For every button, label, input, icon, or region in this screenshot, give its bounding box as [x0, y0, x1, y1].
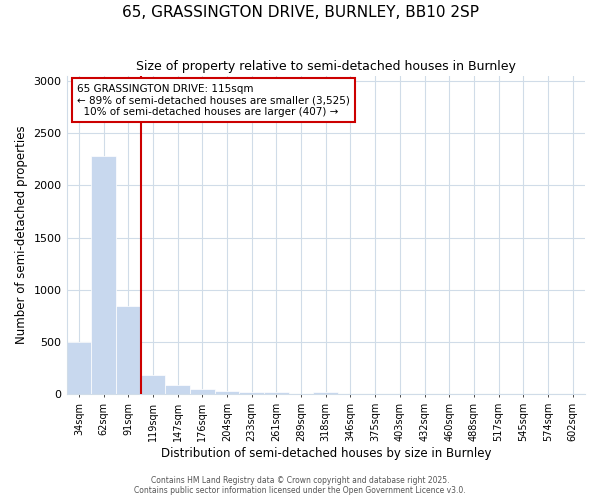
Bar	[91, 156, 116, 394]
Bar	[140, 374, 165, 394]
X-axis label: Distribution of semi-detached houses by size in Burnley: Distribution of semi-detached houses by …	[161, 447, 491, 460]
Text: 65 GRASSINGTON DRIVE: 115sqm
← 89% of semi-detached houses are smaller (3,525)
 : 65 GRASSINGTON DRIVE: 115sqm ← 89% of se…	[77, 84, 350, 116]
Bar	[239, 392, 264, 394]
Title: Size of property relative to semi-detached houses in Burnley: Size of property relative to semi-detach…	[136, 60, 516, 73]
Bar	[313, 392, 338, 394]
Bar	[67, 342, 91, 394]
Bar	[116, 306, 140, 394]
Text: Contains HM Land Registry data © Crown copyright and database right 2025.
Contai: Contains HM Land Registry data © Crown c…	[134, 476, 466, 495]
Bar	[165, 385, 190, 394]
Bar	[190, 389, 215, 394]
Bar	[215, 392, 239, 394]
Y-axis label: Number of semi-detached properties: Number of semi-detached properties	[15, 126, 28, 344]
Text: 65, GRASSINGTON DRIVE, BURNLEY, BB10 2SP: 65, GRASSINGTON DRIVE, BURNLEY, BB10 2SP	[121, 5, 479, 20]
Bar	[264, 392, 289, 394]
